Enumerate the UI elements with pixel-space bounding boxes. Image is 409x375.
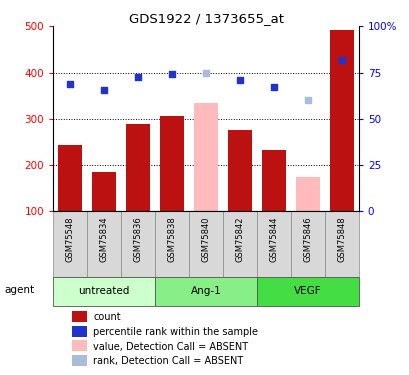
Text: GSM75548: GSM75548 [65,216,74,262]
Bar [72,340,87,351]
Bar [324,211,358,277]
Bar [329,30,353,211]
Text: rank, Detection Call = ABSENT: rank, Detection Call = ABSENT [93,356,243,366]
Text: GSM75836: GSM75836 [133,216,142,262]
Bar [72,355,87,366]
Text: Ang-1: Ang-1 [190,286,221,297]
Bar [72,326,87,337]
Point [270,84,276,90]
Bar [189,211,222,277]
Bar [290,211,324,277]
Point [67,81,73,87]
Point [338,57,344,63]
Bar [155,211,189,277]
Bar [256,211,290,277]
Text: GSM75838: GSM75838 [167,216,176,262]
Bar [155,277,256,306]
Text: percentile rank within the sample: percentile rank within the sample [93,327,257,337]
Bar [295,177,319,211]
Bar [92,172,116,211]
Point [202,70,209,76]
Bar [227,130,251,211]
Bar [160,117,184,211]
Point [236,77,243,83]
Text: count: count [93,312,120,322]
Bar [261,150,285,211]
Text: GSM75848: GSM75848 [337,216,346,262]
Text: GSM75840: GSM75840 [201,216,210,262]
Bar [87,211,121,277]
Bar [126,124,150,211]
Text: GSM75842: GSM75842 [235,216,244,262]
Point [101,87,107,93]
Text: value, Detection Call = ABSENT: value, Detection Call = ABSENT [93,342,247,351]
Title: GDS1922 / 1373655_at: GDS1922 / 1373655_at [128,12,283,25]
Bar [53,211,87,277]
Point [304,97,310,103]
Bar [194,103,217,211]
Bar [53,277,155,306]
Text: VEGF: VEGF [293,286,321,297]
Bar [121,211,155,277]
Bar [256,277,358,306]
Text: agent: agent [4,285,34,295]
Bar [58,145,82,211]
Text: untreated: untreated [79,286,130,297]
Text: GSM75844: GSM75844 [269,216,278,262]
Point [135,74,141,80]
Bar [222,211,256,277]
Text: GSM75846: GSM75846 [303,216,312,262]
Bar [72,311,87,322]
Point [169,71,175,77]
Text: GSM75834: GSM75834 [99,216,108,262]
